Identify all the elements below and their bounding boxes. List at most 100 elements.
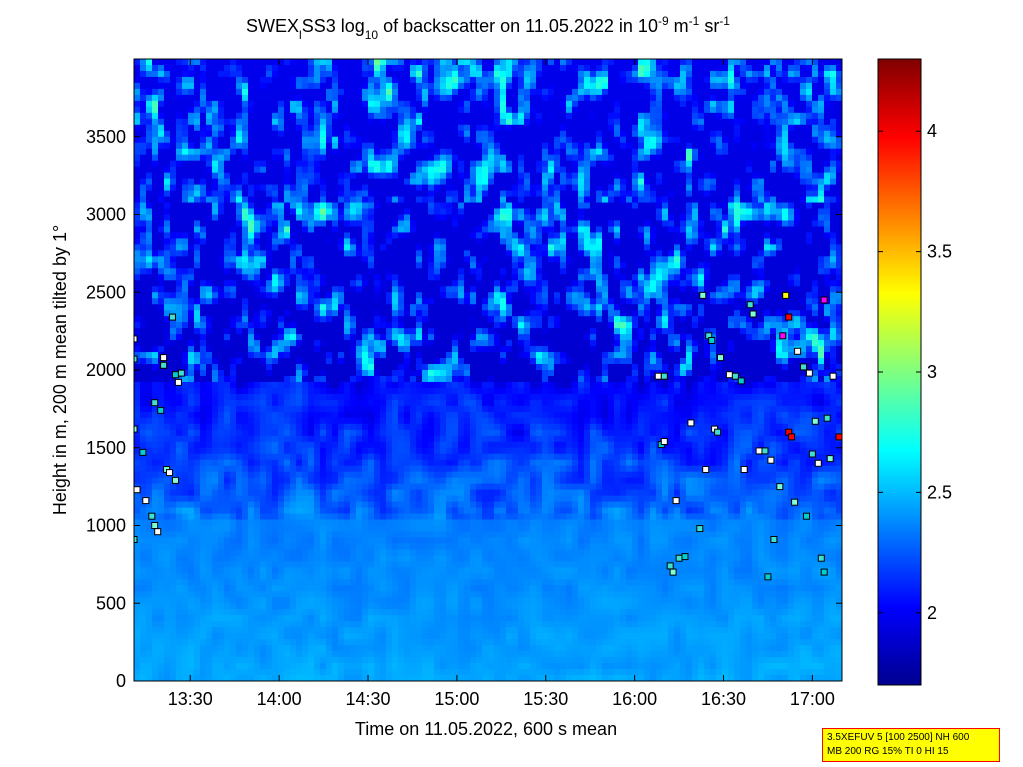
heatmap-cell	[380, 130, 387, 138]
heatmap-cell	[356, 393, 363, 401]
heatmap-cell	[212, 453, 219, 461]
heatmap-cell	[230, 196, 237, 204]
heatmap-cell	[338, 423, 345, 431]
heatmap-cell	[284, 627, 291, 634]
heatmap-cell	[332, 64, 339, 72]
heatmap-cell	[332, 214, 339, 222]
heatmap-cell	[284, 381, 291, 389]
heatmap-cell	[314, 429, 321, 437]
heatmap-cell	[386, 597, 393, 604]
heatmap-cell	[248, 495, 255, 503]
heatmap-cell	[230, 208, 237, 216]
heatmap-cell	[272, 537, 279, 545]
heatmap-cell	[386, 286, 393, 293]
heatmap-cell	[254, 591, 261, 598]
heatmap-cell	[362, 130, 369, 138]
heatmap-cell	[218, 118, 225, 126]
heatmap-cell	[266, 334, 273, 341]
heatmap-cell	[302, 615, 309, 622]
heatmap-cell	[416, 100, 423, 108]
heatmap-cell	[308, 328, 315, 335]
heatmap-cell	[326, 184, 333, 192]
heatmap-cell	[230, 226, 237, 234]
heatmap-cell	[146, 471, 153, 479]
heatmap-cell	[206, 346, 213, 353]
heatmap-cell	[368, 298, 375, 305]
heatmap-cell	[236, 106, 243, 114]
heatmap-cell	[362, 322, 369, 329]
heatmap-cell	[344, 316, 351, 323]
heatmap-cell	[248, 88, 255, 96]
heatmap-cell	[374, 447, 381, 455]
heatmap-cell	[320, 453, 327, 461]
heatmap-cell	[410, 358, 417, 365]
heatmap-cell	[284, 639, 291, 646]
heatmap-cell	[176, 459, 183, 467]
heatmap-cell	[230, 304, 237, 311]
heatmap-cell	[230, 537, 237, 545]
heatmap-cell	[290, 64, 297, 72]
heatmap-cell	[146, 178, 153, 186]
heatmap-cell	[398, 585, 405, 592]
heatmap-cell	[404, 298, 411, 305]
heatmap-cell	[140, 82, 147, 90]
heatmap-cell	[416, 393, 423, 401]
heatmap-cell	[278, 645, 285, 652]
heatmap-cell	[278, 663, 285, 670]
heatmap-cell	[314, 274, 321, 281]
heatmap-cell	[332, 399, 339, 407]
heatmap-cell	[362, 471, 369, 479]
heatmap-cell	[332, 459, 339, 467]
heatmap-cell	[380, 364, 387, 371]
heatmap-cell	[290, 298, 297, 305]
heatmap-cell	[374, 310, 381, 317]
heatmap-cell	[224, 483, 231, 491]
heatmap-cell	[332, 70, 339, 78]
heatmap-cell	[230, 573, 237, 580]
heatmap-cell	[368, 621, 375, 628]
heatmap-cell	[338, 304, 345, 311]
heatmap-cell	[398, 220, 405, 228]
heatmap-cell	[158, 561, 165, 568]
heatmap-cell	[206, 298, 213, 305]
heatmap-cell	[218, 184, 225, 192]
heatmap-cell	[200, 154, 207, 162]
heatmap-cell	[380, 573, 387, 580]
heatmap-cell	[290, 286, 297, 293]
heatmap-cell	[374, 178, 381, 186]
heatmap-cell	[308, 621, 315, 628]
heatmap-cell	[188, 346, 195, 353]
heatmap-cell	[386, 334, 393, 341]
heatmap-cell	[278, 579, 285, 586]
heatmap-cell	[206, 59, 213, 66]
heatmap-cell	[338, 609, 345, 616]
heatmap-cell	[416, 94, 423, 102]
heatmap-cell	[380, 417, 387, 425]
heatmap-cell	[212, 585, 219, 592]
heatmap-cell	[398, 100, 405, 108]
heatmap-cell	[236, 597, 243, 604]
heatmap-cell	[188, 340, 195, 347]
heatmap-cell	[242, 346, 249, 353]
heatmap-cell	[152, 166, 159, 174]
heatmap-cell	[404, 507, 411, 515]
heatmap-cell	[254, 370, 261, 377]
heatmap-cell	[392, 405, 399, 413]
heatmap-cell	[188, 88, 195, 96]
heatmap-cell	[140, 639, 147, 646]
heatmap-cell	[170, 579, 177, 586]
heatmap-cell	[380, 310, 387, 317]
heatmap-cell	[368, 483, 375, 491]
heatmap-cell	[254, 621, 261, 628]
heatmap-cell	[134, 238, 141, 245]
heatmap-cell	[158, 280, 165, 287]
heatmap-cell	[176, 82, 183, 90]
heatmap-cell	[314, 579, 321, 586]
heatmap-cell	[260, 154, 267, 162]
heatmap-cell	[296, 591, 303, 598]
heatmap-cell	[350, 609, 357, 616]
heatmap-cell	[374, 346, 381, 353]
heatmap-cell	[344, 94, 351, 102]
heatmap-cell	[242, 208, 249, 216]
heatmap-cell	[326, 268, 333, 275]
